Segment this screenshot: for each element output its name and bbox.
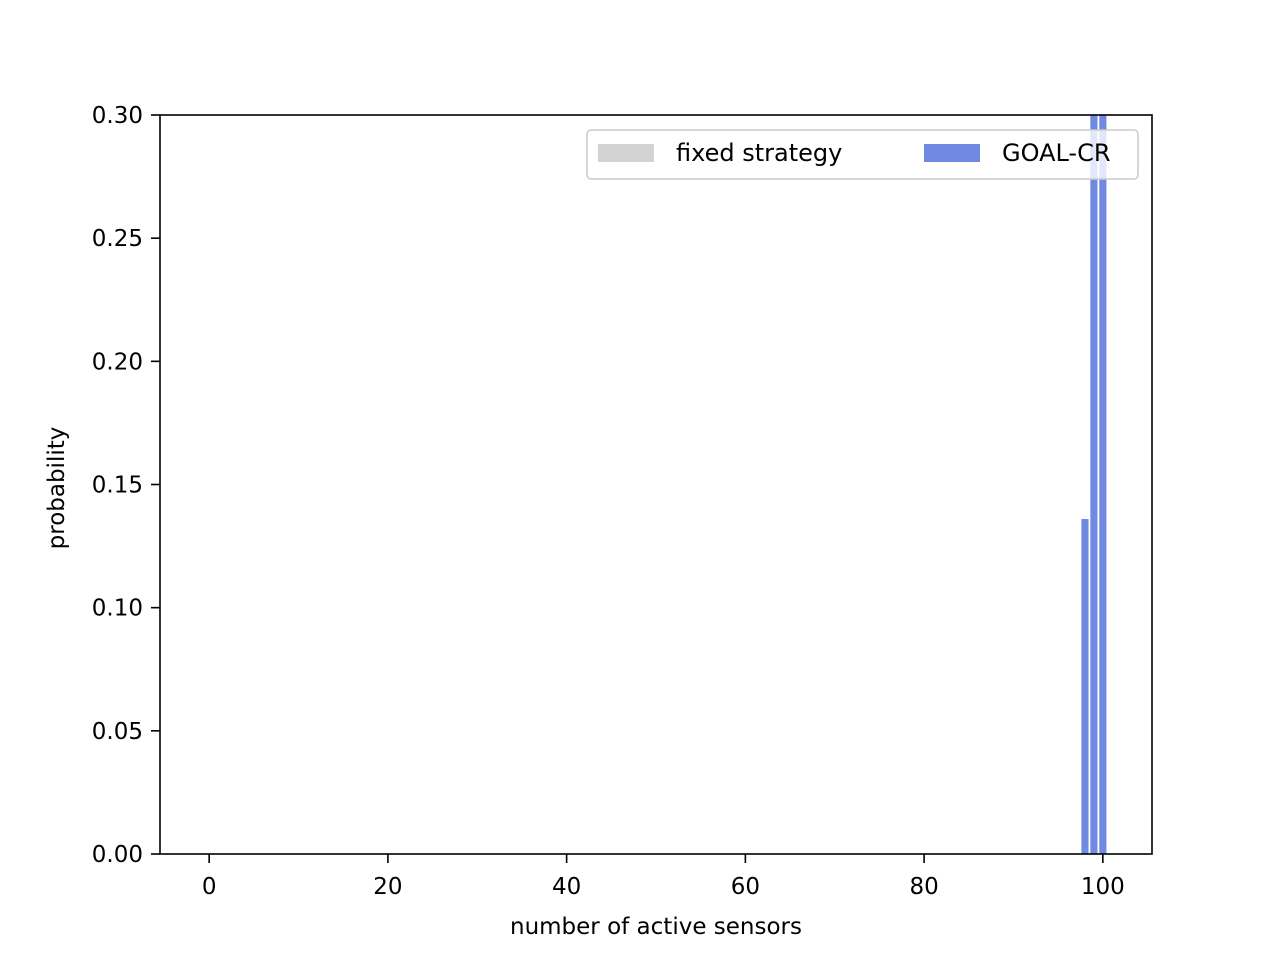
legend-label-fixed-strategy: fixed strategy: [676, 139, 842, 167]
legend-swatch-fixed-strategy: [598, 144, 654, 162]
plot-frame: [159, 114, 1153, 855]
y-tick-label: 0.15: [92, 473, 143, 499]
y-tick-label: 0.30: [92, 103, 143, 129]
x-tick-label: 40: [552, 874, 581, 900]
legend: fixed strategy GOAL-CR: [586, 129, 1139, 180]
y-tick-label: 0.10: [92, 596, 143, 622]
y-axis-label: probability: [44, 427, 70, 550]
x-tick-label: 60: [731, 874, 760, 900]
y-tick-label: 0.25: [92, 226, 143, 252]
x-tick-label: 0: [202, 874, 217, 900]
x-axis-label: number of active sensors: [510, 914, 802, 940]
legend-frame: [586, 129, 1139, 180]
y-tick-label: 0.00: [92, 842, 143, 868]
bar-goal-cr-98: [1081, 518, 1089, 854]
x-tick-label: 20: [373, 874, 402, 900]
x-axis-ticks: 0 20 40 60 80 100: [202, 854, 1125, 900]
y-tick-label: 0.05: [92, 719, 143, 745]
bars-layer: [1081, 115, 1107, 854]
bar-goal-cr-100: [1099, 115, 1107, 854]
x-tick-label: 80: [909, 874, 938, 900]
legend-swatch-goal-cr: [924, 144, 980, 162]
y-axis-ticks: 0.00 0.05 0.10 0.15 0.20 0.25 0.30: [92, 103, 160, 868]
legend-label-goal-cr: GOAL-CR: [1002, 139, 1111, 167]
bar-goal-cr-99: [1090, 115, 1098, 854]
y-tick-label: 0.20: [92, 349, 143, 375]
x-tick-label: 100: [1081, 874, 1125, 900]
